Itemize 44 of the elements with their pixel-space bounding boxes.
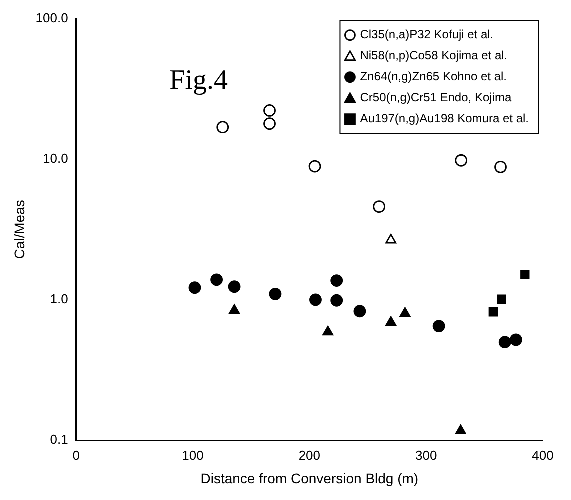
point [488, 308, 498, 317]
point [510, 334, 522, 346]
point [269, 288, 282, 300]
point [400, 307, 411, 318]
legend-label: Cr50(n,g)Cr51 Endo, Kojima [360, 90, 512, 105]
point [497, 294, 506, 304]
y-tick-label: 0.1 [50, 432, 68, 448]
point [330, 274, 344, 287]
point [354, 305, 366, 318]
point [498, 336, 512, 349]
point [520, 270, 530, 280]
point [216, 121, 230, 134]
x-tick-label: 400 [532, 448, 554, 463]
point [432, 320, 446, 333]
legend-label: Cl35(n,a)P32 Kofuji et al. [360, 28, 494, 42]
legend-label: Au197(n,g)Au198 Komura et al. [360, 112, 530, 126]
point [188, 282, 202, 294]
point [494, 161, 507, 174]
point [373, 200, 386, 214]
point [264, 118, 276, 130]
point [229, 304, 240, 314]
x-axis-title: Distance from Conversion Bldg (m) [200, 470, 419, 486]
legend-label: Ni58(n,p)Co58 Kojima et al. [360, 48, 508, 63]
point [386, 234, 397, 244]
y-axis-title: Cal/Meas [11, 200, 28, 260]
y-tick-label: 100.0 [36, 10, 68, 26]
point [455, 154, 468, 167]
point [455, 424, 466, 434]
x-tick-label: 300 [415, 448, 438, 463]
point [210, 274, 223, 286]
point [228, 280, 241, 294]
point [264, 104, 276, 117]
x-tick-label: 200 [298, 448, 321, 463]
point [386, 316, 397, 326]
legend-label: Zn64(n,g)Zn65 Kohno et al. [360, 70, 507, 84]
point [310, 294, 322, 306]
annotation: Fig.4 [170, 64, 228, 96]
y-tick-label: 1.0 [50, 292, 68, 307]
point [322, 326, 334, 336]
y-tick-label: 10.0 [43, 150, 68, 166]
point [308, 160, 322, 173]
point [330, 294, 344, 307]
x-tick-label: 100 [182, 448, 204, 463]
x-tick-label: 0 [72, 448, 80, 463]
